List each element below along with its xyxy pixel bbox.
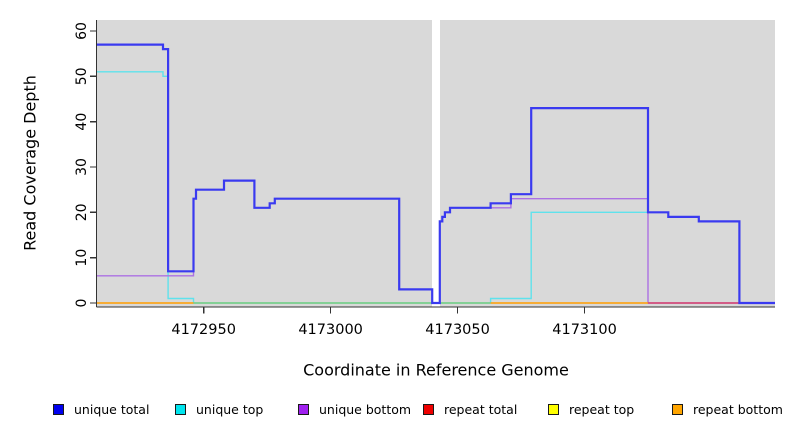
x-tick-label: 4173050: [425, 322, 490, 338]
y-tick-label: 20: [74, 203, 90, 221]
x-tick-label: 4173100: [552, 322, 617, 338]
legend-label: repeat total: [444, 401, 518, 417]
legend-label: unique bottom: [319, 401, 412, 417]
x-tick-label: 4173000: [298, 322, 363, 338]
legend-swatch-repeat-top: [548, 403, 559, 415]
legend-item-unique-total: unique total: [53, 400, 149, 418]
legend-swatch-unique-bottom: [298, 403, 309, 415]
legend-swatch-repeat-total: [423, 403, 434, 415]
legend-swatch-unique-total: [53, 403, 64, 415]
legend-swatch-unique-top: [175, 403, 186, 415]
series-line-unique-total: [97, 43, 775, 305]
legend-swatch-repeat-bottom: [672, 403, 683, 415]
y-tick-label: 10: [74, 249, 90, 267]
y-tick-label: 40: [74, 113, 90, 131]
y-tick-label: 50: [74, 67, 90, 85]
y-tick-label: 0: [74, 299, 90, 308]
legend-item-unique-bottom: unique bottom: [298, 400, 411, 418]
legend-label: repeat top: [569, 401, 635, 417]
y-tick-label: 30: [74, 158, 90, 176]
y-axis-title: Read Coverage Depth: [20, 75, 40, 251]
legend-label: unique total: [74, 401, 150, 417]
x-tick-label: 4172950: [171, 322, 236, 338]
data-gap-band: [432, 20, 440, 307]
legend-item-unique-top: unique top: [175, 400, 263, 418]
legend-item-repeat-top: repeat top: [548, 400, 634, 418]
y-tick-label: 60: [74, 22, 90, 40]
legend-item-repeat-total: repeat total: [423, 400, 517, 418]
legend-item-repeat-bottom: repeat bottom: [672, 400, 783, 418]
legend-label: repeat bottom: [693, 401, 783, 417]
x-axis-title: Coordinate in Reference Genome: [303, 360, 569, 380]
legend-label: unique top: [196, 401, 264, 417]
